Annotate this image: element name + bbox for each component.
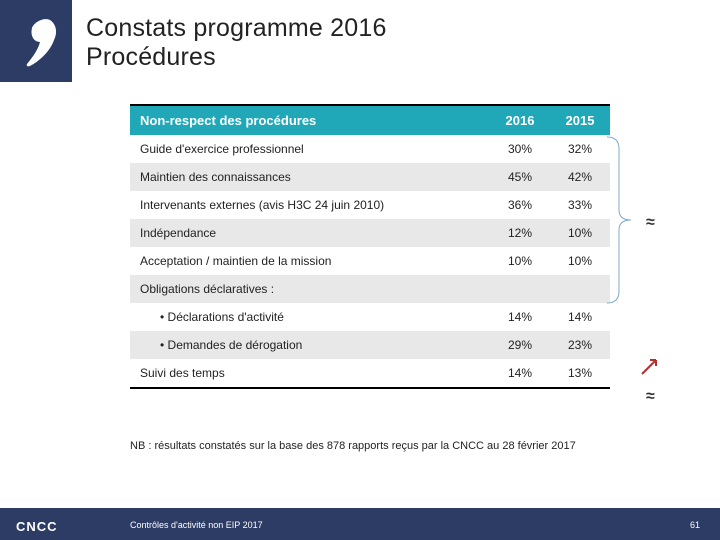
row-2015: 23% [550,331,610,359]
title-line-1: Constats programme 2016 [86,14,387,43]
footer-page-number: 61 [690,520,700,530]
row-2016: 30% [490,135,550,163]
row-label: • Déclarations d'activité [130,303,490,331]
row-2016: 29% [490,331,550,359]
row-2015 [550,275,610,303]
row-2016 [490,275,550,303]
row-2016: 10% [490,247,550,275]
row-2015: 42% [550,163,610,191]
procedures-table: Non-respect des procédures 2016 2015 Gui… [130,104,610,389]
row-2016: 36% [490,191,550,219]
row-2015: 33% [550,191,610,219]
table-row: Obligations déclaratives : [130,275,610,303]
footer-logo-text: CNCC [16,519,58,534]
note-text: NB : résultats constatés sur la base des… [130,440,670,452]
row-2015: 10% [550,247,610,275]
row-2016: 12% [490,219,550,247]
comma-logo [24,18,60,68]
bullet-label: • Demandes de dérogation [140,338,302,352]
table-row: Indépendance 12% 10% [130,219,610,247]
row-label: Maintien des connaissances [130,163,490,191]
arrow-up-icon [640,358,658,376]
col-header-2016: 2016 [490,105,550,135]
row-label: Indépendance [130,219,490,247]
row-2015: 32% [550,135,610,163]
table-row: Maintien des connaissances 45% 42% [130,163,610,191]
row-label: Intervenants externes (avis H3C 24 juin … [130,191,490,219]
slide: Constats programme 2016 Procédures Non-r… [0,0,720,540]
row-label: Acceptation / maintien de la mission [130,247,490,275]
row-label: Suivi des temps [130,359,490,388]
table-row: Intervenants externes (avis H3C 24 juin … [130,191,610,219]
bracket-top [605,135,635,305]
col-header-2015: 2015 [550,105,610,135]
row-label: Obligations déclaratives : [130,275,490,303]
row-2016: 14% [490,359,550,388]
table-row: Acceptation / maintien de la mission 10%… [130,247,610,275]
table-row: • Déclarations d'activité 14% 14% [130,303,610,331]
brand-band [0,0,72,82]
bullet-label: • Déclarations d'activité [140,310,284,324]
table-header-row: Non-respect des procédures 2016 2015 [130,105,610,135]
footer-logo: CNCC [16,519,58,534]
table-row: Suivi des temps 14% 13% [130,359,610,388]
title-block: Constats programme 2016 Procédures [86,14,387,72]
row-label: Guide d'exercice professionnel [130,135,490,163]
row-label: • Demandes de dérogation [130,331,490,359]
col-header-label: Non-respect des procédures [130,105,490,135]
approx-icon: ≈ [646,214,655,232]
row-2015: 14% [550,303,610,331]
table-row: Guide d'exercice professionnel 30% 32% [130,135,610,163]
footer-caption: Contrôles d'activité non EIP 2017 [130,520,263,530]
approx-icon: ≈ [646,388,655,406]
row-2016: 14% [490,303,550,331]
table-row: • Demandes de dérogation 29% 23% [130,331,610,359]
footer-bar: CNCC Contrôles d'activité non EIP 2017 6… [0,508,720,540]
title-line-2: Procédures [86,43,387,72]
row-2015: 13% [550,359,610,388]
procedures-table-wrap: Non-respect des procédures 2016 2015 Gui… [130,104,610,389]
row-2015: 10% [550,219,610,247]
row-2016: 45% [490,163,550,191]
